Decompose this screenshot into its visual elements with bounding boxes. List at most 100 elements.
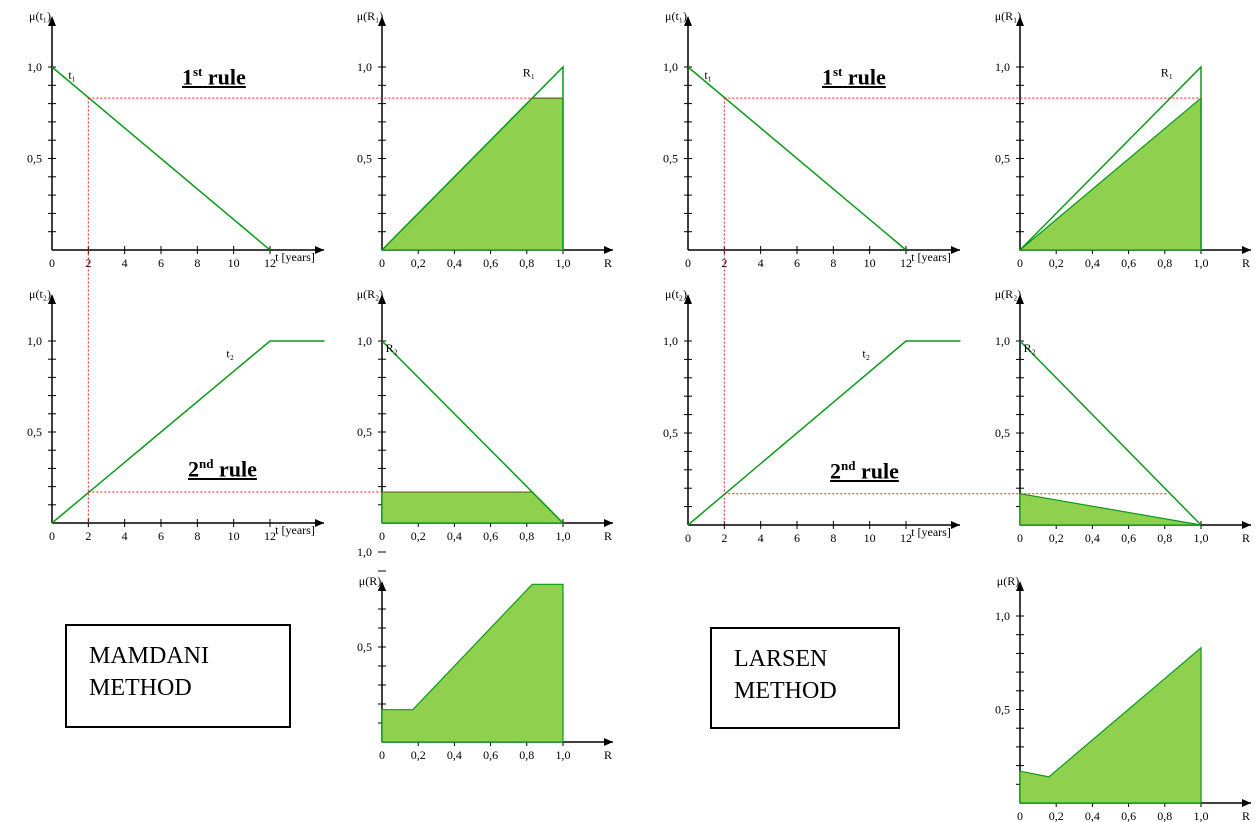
mamdani_R2-y-tick-label: 1,0 [357, 334, 372, 348]
larsen_R2-x-tick-label: 0,2 [1049, 531, 1064, 545]
mamdani_t1-curve-label: t₁ [68, 68, 76, 82]
mamdani_R1-curve-label: R₁ [523, 65, 535, 79]
larsen_R1-x-tick-label: 0,8 [1157, 256, 1172, 270]
larsen_t2-x-tick-label: 12 [900, 531, 912, 545]
larsen_R2-x-axis-unit: R [1242, 531, 1250, 545]
mamdani_R-x-tick-label: 0,2 [411, 748, 426, 762]
mamdani_t1-x-tick-label: 0 [49, 256, 55, 270]
larsen_R2-y-axis-label: μ(R₂) [995, 287, 1022, 301]
larsen-R2-membership-line [1019, 340, 1202, 526]
larsen-R1-scaled-area [1018, 96, 1202, 251]
second-rule-label-larsen: 2nd rule [830, 458, 899, 484]
larsen_R1-x-tick-label: 0,6 [1121, 256, 1136, 270]
larsen_t2-curve-label: t₂ [862, 347, 870, 361]
mamdani_t2-y-axis-arrow [48, 294, 56, 304]
mamdani_t1-y-axis-label: μ(t₁) [29, 9, 51, 23]
mamdani-method-line2: METHOD [89, 675, 192, 701]
mamdani_R1-y-axis-label: μ(R₁) [357, 9, 384, 23]
mamdani_t1-y-axis-arrow [48, 16, 56, 26]
mamdani_R-x-tick-label: 0,8 [519, 748, 534, 762]
mamdani_R-y-axis-arrow [378, 581, 386, 591]
larsen_R2-x-axis-arrow [1242, 521, 1251, 529]
larsen_R1-y-tick-label: 1,0 [995, 60, 1010, 74]
mamdani_t2-x-tick-label: 6 [158, 529, 164, 543]
mamdani_R-x-axis-arrow [604, 738, 613, 746]
larsen_t1-x-tick-label: 10 [864, 256, 876, 270]
first-rule-label-mamdani: 1st rule [182, 64, 246, 90]
larsen_R-x-tick-label: 0,2 [1049, 809, 1064, 822]
larsen-method-line2: METHOD [734, 678, 837, 704]
mamdani_R-x-axis-unit: R [604, 748, 612, 762]
larsen_R1-x-axis-unit: R [1242, 256, 1250, 270]
larsen-R1-membership-line [1019, 65, 1202, 251]
mamdani_R2-x-tick-label: 1,0 [556, 529, 571, 543]
mamdani_R2-x-tick-label: 0,4 [447, 529, 462, 543]
larsen_R1-curve-label: R₁ [1161, 65, 1173, 79]
mamdani_R2-y-axis-arrow [378, 294, 386, 304]
mamdani-R2-membership-line [381, 340, 564, 524]
larsen_R1-y-axis-label: μ(R₁) [995, 9, 1022, 23]
larsen_R-y-axis-label: μ(R) [997, 574, 1019, 588]
larsen_t1-x-tick-label: 0 [685, 256, 691, 270]
larsen_R2-x-tick-label: 0,6 [1121, 531, 1136, 545]
mamdani_R1-x-axis-unit: R [604, 256, 612, 270]
mamdani_R1-x-axis-arrow [604, 246, 613, 254]
first-rule-label-larsen: 1st rule [822, 64, 886, 90]
larsen_R-x-tick-label: 0,8 [1157, 809, 1172, 822]
mamdani_R2-y-tick-label: 0,5 [357, 425, 372, 439]
larsen_t1-y-axis-label: μ(t₁) [665, 9, 687, 23]
larsen_t2-x-tick-label: 4 [758, 531, 764, 545]
mamdani_t1-y-tick-label: 0,5 [27, 152, 42, 166]
mamdani_t2-x-axis-arrow [315, 519, 324, 527]
larsen_R1-x-tick-label: 0,4 [1085, 256, 1100, 270]
mamdani_R2-x-tick-label: 0 [379, 529, 385, 543]
mamdani_R1-x-tick-label: 0,4 [447, 256, 462, 270]
mamdani_t1-x-tick-label: 12 [264, 256, 276, 270]
mamdani_t1-x-tick-label: 8 [194, 256, 200, 270]
mamdani_t2-x-tick-label: 2 [85, 529, 91, 543]
mamdani_R2-x-axis-unit: R [604, 529, 612, 543]
larsen_t1-x-tick-label: 6 [794, 256, 800, 270]
larsen_t2-y-tick-label: 1,0 [663, 334, 678, 348]
mamdani_t1-x-tick-label: 10 [228, 256, 240, 270]
mamdani_t2-y-tick-label: 0,5 [27, 425, 42, 439]
mamdani_t2-x-tick-label: 12 [264, 529, 276, 543]
larsen_R1-x-tick-label: 1,0 [1194, 256, 1209, 270]
larsen_t2-y-tick-label: 0,5 [663, 426, 678, 440]
mamdani_R2-y-axis-label: μ(R₂) [357, 287, 384, 301]
mamdani-aggregated-area [381, 583, 564, 743]
larsen_R2-x-tick-label: 1,0 [1194, 531, 1209, 545]
larsen_R2-x-tick-label: 0,8 [1157, 531, 1172, 545]
larsen-t2-membership-line [687, 340, 961, 526]
mamdani_R1-x-tick-label: 0,2 [411, 256, 426, 270]
larsen_t2-y-axis-label: μ(t₂) [665, 287, 687, 301]
larsen_t2-x-axis-arrow [951, 521, 960, 529]
larsen-method-box: LARSEN METHOD [710, 627, 900, 729]
larsen_t1-curve-label: t₁ [704, 68, 712, 82]
larsen_R2-y-tick-label: 1,0 [995, 334, 1010, 348]
larsen_t2-y-axis-arrow [684, 294, 692, 304]
mamdani_R2-x-tick-label: 0,2 [411, 529, 426, 543]
larsen_R-x-axis-unit: R [1242, 809, 1250, 822]
mamdani-R1-clipped-area [380, 97, 564, 251]
mamdani_R2-curve-label: R₂ [386, 341, 398, 355]
larsen-t1-membership-line [687, 66, 907, 251]
mamdani_t1-x-tick-label: 6 [158, 256, 164, 270]
mamdani-t2-membership-line [51, 340, 325, 524]
mamdani_R1-y-tick-label: 0,5 [357, 152, 372, 166]
larsen_R-x-tick-label: 0,4 [1085, 809, 1100, 822]
mamdani_t2-x-tick-label: 4 [122, 529, 128, 543]
mamdani_R-y-axis-label: μ(R) [359, 574, 381, 588]
mamdani-method-box: MAMDANI METHOD [65, 624, 291, 728]
mamdani_R-x-tick-label: 0,6 [483, 748, 498, 762]
mamdani_t2-y-axis-label: μ(t₂) [29, 287, 51, 301]
mamdani-method-line1: MAMDANI [89, 643, 209, 669]
mamdani_R-x-tick-label: 0,4 [447, 748, 462, 762]
larsen_t1-y-tick-label: 1,0 [663, 60, 678, 74]
larsen-R2-scaled-area [1019, 493, 1202, 526]
mamdani_R-y-tick-label: 0,5 [357, 640, 372, 654]
larsen_R1-x-axis-arrow [1242, 246, 1251, 254]
larsen_t2-x-tick-label: 8 [830, 531, 836, 545]
mamdani-R1-membership-line [381, 65, 564, 251]
larsen_R1-x-tick-label: 0,2 [1049, 256, 1064, 270]
